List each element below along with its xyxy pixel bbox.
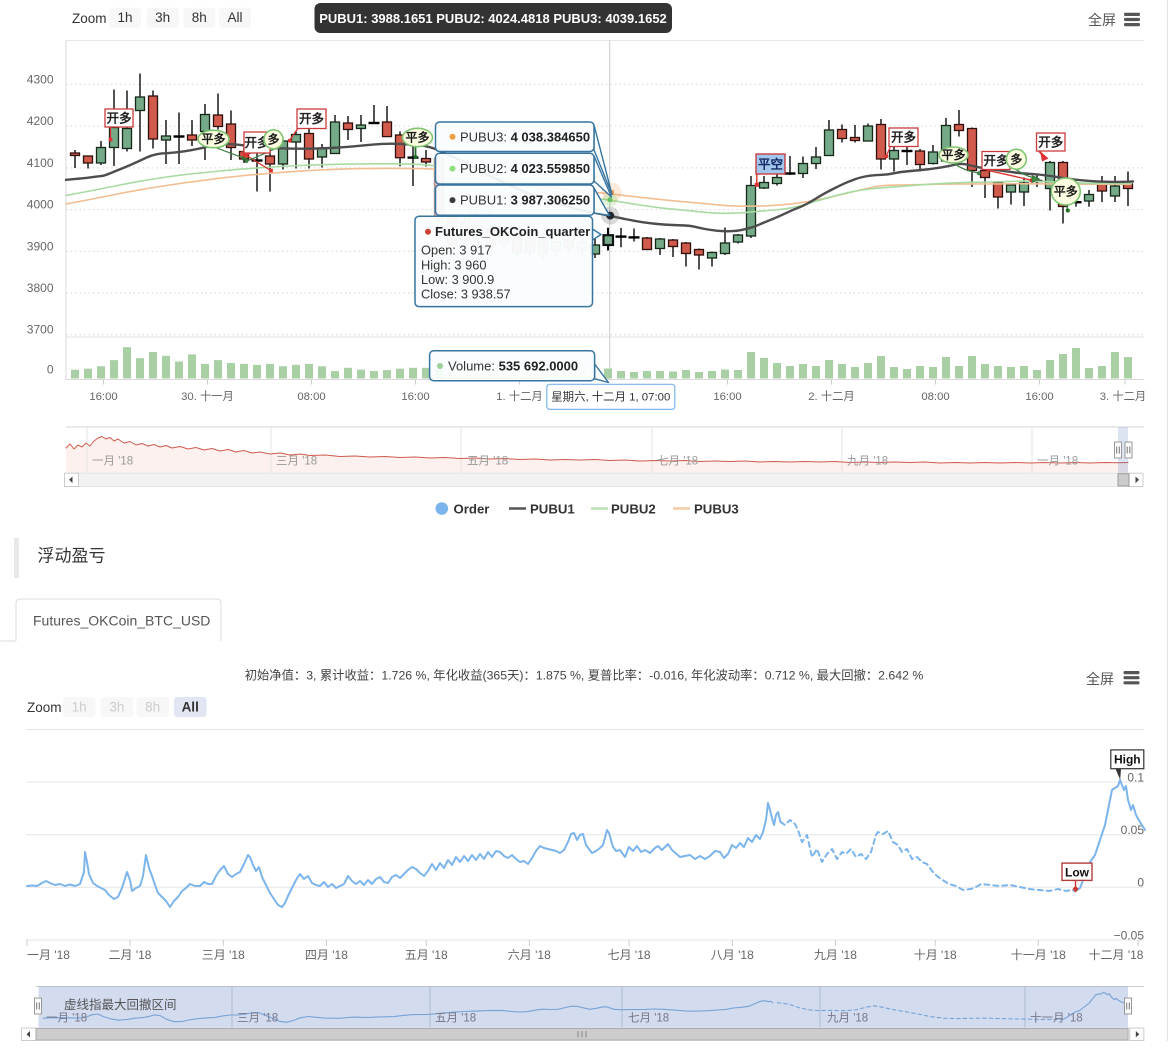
svg-text:Futures_OKCoin_quarter: Futures_OKCoin_quarter — [435, 224, 590, 239]
svg-text:一月 '18: 一月 '18 — [46, 1013, 87, 1025]
svg-text:十一月 '18: 十一月 '18 — [1030, 1011, 1083, 1025]
svg-text:8h: 8h — [192, 10, 207, 25]
svg-text:开多: 开多 — [106, 110, 132, 125]
svg-text:High: High — [1114, 753, 1141, 767]
svg-text:星期六, 十二月 1, 07:00: 星期六, 十二月 1, 07:00 — [551, 390, 670, 404]
svg-text:七月 '18: 七月 '18 — [657, 455, 698, 468]
svg-text:七月 '18: 七月 '18 — [608, 948, 651, 962]
svg-text:十月 '18: 十月 '18 — [914, 948, 957, 962]
svg-text:Volume: 535 692.0000: Volume: 535 692.0000 — [448, 358, 578, 373]
svg-text:0: 0 — [47, 363, 54, 377]
svg-text:16:00: 16:00 — [1025, 391, 1053, 403]
svg-text:All: All — [182, 700, 199, 715]
svg-text:平多: 平多 — [405, 130, 429, 145]
svg-text:平多: 平多 — [941, 147, 965, 162]
svg-text:虚线指最大回撤区间: 虚线指最大回撤区间 — [64, 997, 177, 1012]
svg-text:Futures_OKCoin_BTC_USD: Futures_OKCoin_BTC_USD — [33, 613, 210, 629]
svg-text:Close: 3 938.57: Close: 3 938.57 — [421, 286, 511, 301]
svg-text:3. 十二月: 3. 十二月 — [1100, 389, 1146, 403]
svg-text:四月 '18: 四月 '18 — [305, 948, 348, 962]
svg-text:九月 '18: 九月 '18 — [847, 455, 888, 468]
svg-text:0.1: 0.1 — [1127, 770, 1144, 784]
svg-text:3h: 3h — [109, 700, 124, 715]
svg-text:08:00: 08:00 — [297, 391, 325, 403]
svg-text:开多: 开多 — [891, 130, 917, 145]
svg-text:多: 多 — [267, 132, 279, 147]
svg-text:三月 '18: 三月 '18 — [202, 948, 245, 962]
svg-text:一月 '18: 一月 '18 — [1037, 456, 1078, 468]
svg-text:九月 '18: 九月 '18 — [827, 1012, 868, 1025]
svg-text:全屏: 全屏 — [1088, 12, 1116, 28]
svg-text:4300: 4300 — [27, 72, 54, 86]
svg-text:1. 十二月: 1. 十二月 — [496, 389, 542, 403]
svg-text:08:00: 08:00 — [921, 391, 949, 403]
svg-text:16:00: 16:00 — [89, 391, 117, 403]
svg-text:PUBU3: PUBU3 — [694, 501, 739, 516]
svg-text:五月 '18: 五月 '18 — [467, 456, 508, 468]
svg-text:High: 3 960: High: 3 960 — [421, 258, 486, 273]
svg-text:−0.05: −0.05 — [1114, 928, 1145, 942]
svg-text:五月 '18: 五月 '18 — [405, 948, 448, 962]
svg-text:Low: 3 900.9: Low: 3 900.9 — [421, 272, 494, 287]
svg-text:Zoom: Zoom — [27, 700, 62, 715]
svg-text:九月 '18: 九月 '18 — [814, 948, 857, 962]
svg-text:五月 '18: 五月 '18 — [435, 1013, 476, 1025]
svg-text:浮动盈亏: 浮动盈亏 — [38, 547, 106, 566]
svg-text:PUBU1: 3988.1651 PUBU2: 4024.4: PUBU1: 3988.1651 PUBU2: 4024.4818 PUBU3:… — [319, 11, 667, 26]
svg-text:平空: 平空 — [758, 156, 783, 171]
svg-text:Zoom: Zoom — [72, 11, 107, 26]
svg-text:七月 '18: 七月 '18 — [628, 1012, 669, 1025]
svg-text:1h: 1h — [72, 700, 87, 715]
svg-text:十二月 '18: 十二月 '18 — [1089, 948, 1144, 962]
svg-text:开多: 开多 — [983, 153, 1009, 168]
svg-text:4100: 4100 — [27, 156, 54, 170]
svg-text:八月 '18: 八月 '18 — [711, 948, 754, 962]
svg-text:4200: 4200 — [27, 114, 54, 128]
svg-text:3h: 3h — [155, 10, 170, 25]
svg-text:三月 '18: 三月 '18 — [237, 1013, 278, 1025]
svg-text:平多: 平多 — [201, 131, 225, 146]
svg-text:All: All — [227, 10, 242, 25]
svg-text:2. 十二月: 2. 十二月 — [808, 389, 854, 403]
svg-text:Open: 3 917: Open: 3 917 — [421, 243, 491, 258]
svg-text:30. 十一月: 30. 十一月 — [181, 389, 234, 403]
svg-text:PUBU2: PUBU2 — [611, 501, 656, 516]
svg-text:8h: 8h — [145, 700, 160, 715]
svg-text:3900: 3900 — [27, 239, 54, 253]
svg-text:Order: Order — [454, 501, 490, 516]
svg-text:16:00: 16:00 — [401, 391, 429, 403]
svg-text:全屏: 全屏 — [1086, 671, 1114, 687]
svg-text:4000: 4000 — [27, 198, 54, 212]
svg-text:PUBU1: 3 987.306250: PUBU1: 3 987.306250 — [460, 193, 590, 208]
svg-text:3700: 3700 — [27, 323, 54, 337]
svg-text:PUBU1: PUBU1 — [530, 501, 575, 516]
svg-text:平多: 平多 — [1054, 184, 1078, 199]
svg-text:开多: 开多 — [299, 111, 325, 126]
svg-text:三月 '18: 三月 '18 — [276, 456, 317, 468]
svg-text:开多: 开多 — [1038, 134, 1064, 149]
svg-text:初始净值：3, 累计收益：1.726 %, 年化收益(365: 初始净值：3, 累计收益：1.726 %, 年化收益(365天)：1.875 %… — [245, 668, 924, 683]
svg-text:PUBU2: 4 023.559850: PUBU2: 4 023.559850 — [460, 161, 590, 176]
svg-text:多: 多 — [1010, 152, 1022, 167]
svg-text:1h: 1h — [117, 10, 132, 25]
svg-text:0.05: 0.05 — [1121, 823, 1145, 837]
svg-text:十一月 '18: 十一月 '18 — [1011, 948, 1066, 962]
svg-text:一月 '18: 一月 '18 — [92, 456, 133, 468]
svg-text:16:00: 16:00 — [713, 391, 741, 403]
svg-text:Low: Low — [1065, 865, 1090, 879]
svg-text:3800: 3800 — [27, 281, 54, 295]
svg-text:一月 '18: 一月 '18 — [27, 948, 70, 962]
svg-text:0: 0 — [1137, 876, 1144, 890]
svg-text:六月 '18: 六月 '18 — [508, 948, 551, 962]
svg-text:PUBU3: 4 038.384650: PUBU3: 4 038.384650 — [460, 129, 590, 144]
svg-text:二月 '18: 二月 '18 — [109, 948, 152, 962]
